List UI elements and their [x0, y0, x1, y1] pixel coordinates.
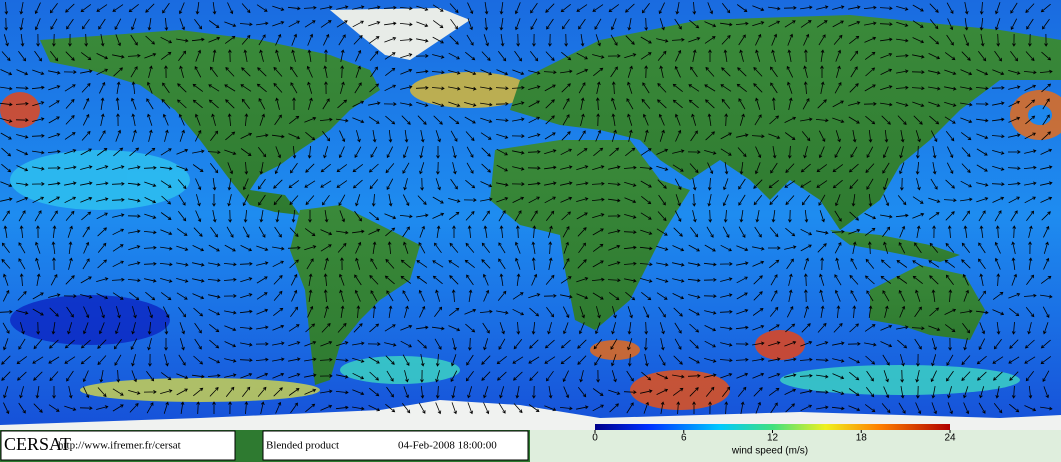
- wind-arrows: [0, 1, 1053, 415]
- calm-zone: [10, 295, 170, 345]
- indonesia: [830, 230, 960, 262]
- africa: [490, 140, 690, 330]
- product-box: [262, 430, 529, 461]
- wind-band: [10, 150, 190, 210]
- colorbar-tick-label: 12: [767, 433, 779, 444]
- colorbar: [595, 424, 950, 430]
- colorbar-tick-label: 0: [592, 433, 598, 444]
- colorbar-panel: [530, 430, 1061, 462]
- logo: CERSAT: [4, 434, 71, 454]
- australia: [870, 265, 985, 340]
- date: 04-Feb-2008 18:00:00: [398, 440, 497, 452]
- wind-field: [0, 72, 1061, 410]
- antarctica: [0, 400, 1061, 430]
- colorbar-label: wind speed (m/s): [731, 446, 808, 457]
- colorbar-tick-label: 6: [681, 433, 687, 444]
- colorbar-tick-label: 24: [944, 433, 956, 444]
- wind-band: [340, 356, 460, 384]
- colorbar-ticks: 0 6 12 18 24: [592, 430, 956, 444]
- greenland: [330, 8, 470, 60]
- colorbar-tick-label: 18: [856, 433, 868, 444]
- wind-band: [590, 340, 640, 360]
- north-america: [40, 30, 380, 215]
- url[interactable]: http://www.ifremer.fr/cersat: [58, 440, 181, 452]
- product: Blended product: [266, 440, 339, 452]
- wind-band: [755, 330, 805, 360]
- storm: [0, 92, 40, 128]
- wind-band: [410, 72, 530, 108]
- logo-box: [0, 430, 236, 461]
- wind-band: [780, 365, 1020, 395]
